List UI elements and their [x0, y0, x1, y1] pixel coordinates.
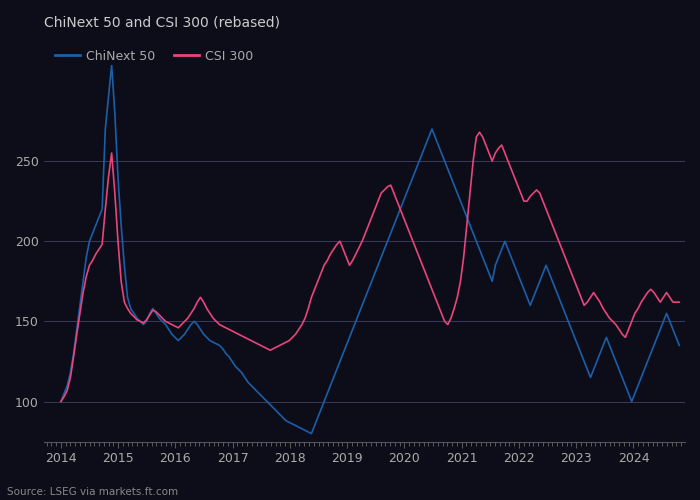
Text: Source: LSEG via markets.ft.com: Source: LSEG via markets.ft.com	[7, 487, 178, 497]
Text: ChiNext 50 and CSI 300 (rebased): ChiNext 50 and CSI 300 (rebased)	[43, 15, 280, 29]
Legend: ChiNext 50, CSI 300: ChiNext 50, CSI 300	[50, 45, 259, 68]
